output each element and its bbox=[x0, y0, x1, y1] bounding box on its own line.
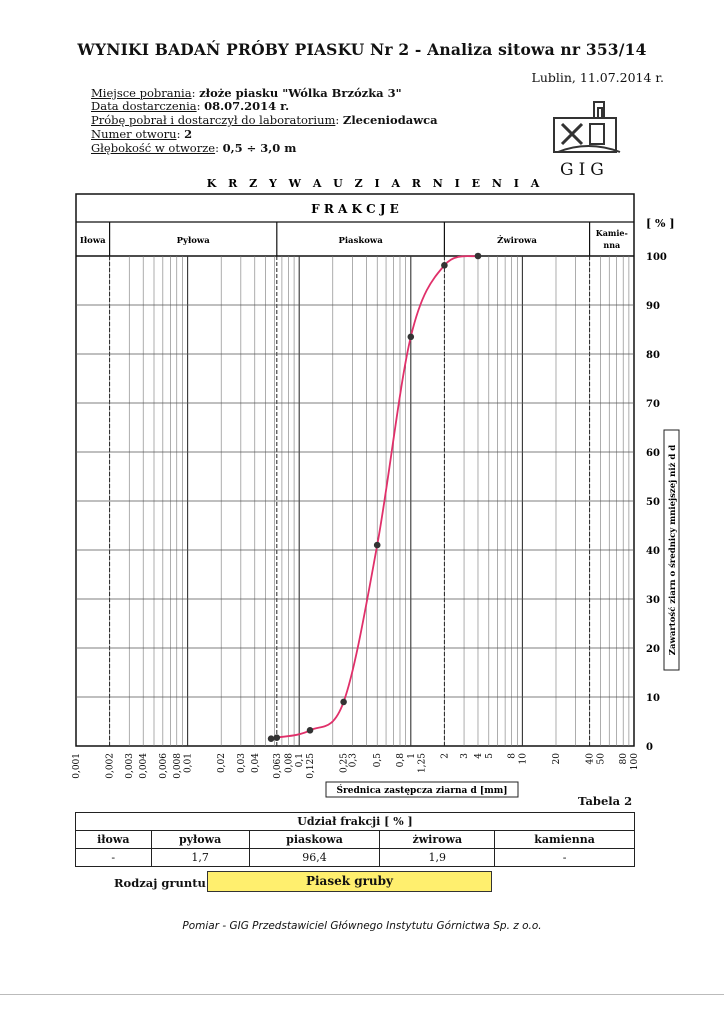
meta-depth: Głębokość w otworze: 0,5 ÷ 3,0 m bbox=[91, 141, 297, 155]
x-tick-label: 0,5 bbox=[373, 753, 383, 768]
x-tick-label: 0,3 bbox=[348, 753, 358, 768]
x-tick-label: 0,004 bbox=[139, 753, 149, 779]
meta-delivery-date: Data dostarczenia: 08.07.2014 r. bbox=[91, 99, 290, 113]
x-tick-label: 3 bbox=[460, 753, 470, 759]
table-header-sand: piaskowa bbox=[248, 830, 381, 849]
x-tick-label: 50 bbox=[596, 753, 606, 765]
x-tick-label: 8 bbox=[508, 753, 518, 759]
grain-curve bbox=[270, 255, 479, 740]
fraction-band-label: Żwirowa bbox=[497, 233, 537, 246]
table-value-gravel: 1,9 bbox=[379, 848, 496, 867]
x-tick-label: 0,006 bbox=[159, 753, 169, 779]
table-title: Udział frakcji [ % ] bbox=[75, 812, 635, 831]
x-tick-label: 1,25 bbox=[418, 753, 428, 773]
y-tick-label: 80 bbox=[646, 350, 660, 361]
x-tick-label: 0,02 bbox=[217, 753, 227, 773]
fraction-band-label: Iłowa bbox=[80, 236, 106, 246]
x-tick-label: 20 bbox=[552, 753, 562, 765]
y-axis-label: Zawartość ziarn o średnicy mniejszej niż… bbox=[667, 445, 678, 655]
x-tick-label: 0,01 bbox=[184, 753, 194, 773]
fraction-band-label: Pyłowa bbox=[177, 236, 211, 246]
x-axis-label-box bbox=[325, 781, 519, 798]
x-tick-label: 2 bbox=[440, 753, 450, 759]
table-caption: Tabela 2 bbox=[578, 794, 633, 808]
chart-grid bbox=[76, 256, 634, 746]
y-tick-label: 100 bbox=[646, 252, 667, 263]
y-tick-label: 40 bbox=[646, 546, 660, 557]
data-point bbox=[441, 262, 448, 269]
data-point bbox=[373, 541, 381, 549]
hammer-pick-logo-icon bbox=[553, 101, 621, 153]
y-tick-label: 60 bbox=[646, 448, 660, 459]
fraction-band-label: nna bbox=[603, 240, 620, 250]
table-header-clay: iłowa bbox=[75, 830, 152, 849]
x-tick-label: 1 bbox=[407, 753, 417, 759]
y-tick-label: 30 bbox=[646, 595, 660, 606]
x-tick-label: 0,008 bbox=[173, 753, 183, 779]
x-tick-label: 0,001 bbox=[72, 753, 82, 779]
x-tick-label: 40 bbox=[586, 753, 596, 765]
footer-note: Pomiar - GIG Przedstawiciel Głównego Ins… bbox=[182, 920, 542, 932]
table-value-stone: - bbox=[494, 848, 635, 867]
x-tick-label: 10 bbox=[518, 753, 528, 765]
table-value-silt: 1,7 bbox=[150, 848, 250, 867]
y-tick-label: 10 bbox=[646, 693, 660, 704]
y-tick-label: 70 bbox=[646, 399, 660, 410]
y-tick-label: 50 bbox=[646, 497, 660, 508]
x-tick-label: 5 bbox=[485, 753, 495, 759]
chart-title: K R Z Y W A U Z I A R N I E N I A bbox=[207, 177, 544, 190]
meta-borehole-number: Numer otworu: 2 bbox=[91, 127, 193, 141]
x-tick-label: 100 bbox=[630, 753, 640, 770]
x-tick-label: 0,002 bbox=[106, 753, 116, 779]
x-axis-label: Średnica zastępcza ziarna d [mm] bbox=[336, 784, 507, 796]
soil-type-label: Rodzaj gruntu bbox=[114, 876, 206, 890]
x-tick-label: 4 bbox=[474, 753, 484, 759]
x-tick-label: 0,25 bbox=[340, 753, 350, 773]
data-point bbox=[273, 734, 281, 741]
x-tick-label: 0,8 bbox=[396, 753, 406, 768]
page-bottom-line bbox=[0, 994, 724, 995]
fraction-band-label: Kamie- bbox=[596, 228, 628, 238]
x-tick-label: 0,063 bbox=[273, 753, 283, 779]
data-point bbox=[306, 727, 314, 734]
table-header-silt: pyłowa bbox=[150, 830, 250, 849]
x-tick-label: 0,08 bbox=[284, 753, 294, 773]
place-and-date: Lublin, 11.07.2014 r. bbox=[531, 70, 664, 85]
x-tick-label: 80 bbox=[619, 753, 629, 765]
y-unit-label: [ % ] bbox=[646, 217, 675, 230]
y-tick-label: 0 bbox=[646, 742, 653, 753]
fractions-table: Udział frakcji [ % ] iłowa pyłowa piasko… bbox=[75, 812, 635, 867]
y-tick-label: 90 bbox=[646, 301, 660, 312]
grain-size-chart: K R Z Y W A U Z I A R N I E N I A F R A K… bbox=[72, 177, 680, 798]
y-tick-label: 20 bbox=[646, 644, 660, 655]
x-tick-label: 0,003 bbox=[125, 753, 135, 779]
y-axis-label-group: Zawartość ziarn o średnicy mniejszej niż… bbox=[663, 429, 680, 671]
meta-collected-by: Próbę pobrał i dostarczył do laboratoriu… bbox=[91, 113, 438, 127]
table-value-sand: 96,4 bbox=[248, 848, 381, 867]
x-tick-label: 0,125 bbox=[306, 753, 316, 779]
chart-frame bbox=[75, 193, 635, 747]
x-tick-label: 0,1 bbox=[295, 753, 305, 767]
data-point bbox=[340, 698, 347, 706]
logo-text: GIG bbox=[560, 160, 609, 180]
y-axis-label-box bbox=[663, 429, 680, 671]
fractions-title: F R A K C J E bbox=[311, 202, 399, 216]
table-header-stone: kamienna bbox=[494, 830, 635, 849]
x-tick-label: 0,04 bbox=[251, 753, 261, 773]
document-title: WYNIKI BADAŃ PRÓBY PIASKU Nr 2 - Analiza… bbox=[77, 40, 647, 59]
table-value-clay: - bbox=[75, 848, 152, 867]
x-tick-label: 0,03 bbox=[237, 753, 247, 773]
soil-type-value: Piasek gruby bbox=[207, 871, 492, 892]
data-point bbox=[407, 333, 415, 341]
fraction-band-label: Piaskowa bbox=[338, 236, 383, 246]
table-header-gravel: żwirowa bbox=[379, 830, 496, 849]
data-point bbox=[267, 735, 275, 742]
meta-sampling-place: Miejsce pobrania: złoże piasku "Wólka Br… bbox=[91, 86, 402, 100]
data-point bbox=[474, 252, 482, 260]
